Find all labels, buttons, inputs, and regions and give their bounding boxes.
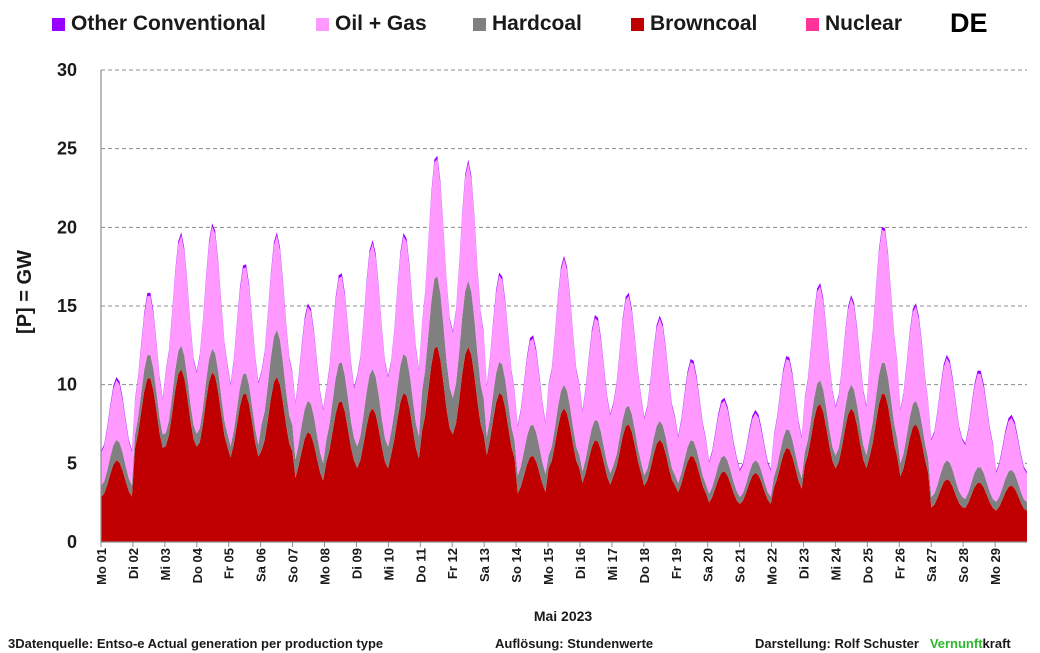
- x-tick-label: Mo 29: [988, 548, 1003, 585]
- x-tick-label: Mi 10: [381, 548, 396, 581]
- legend-label: Browncoal: [650, 12, 758, 35]
- y-tick-label: 20: [57, 217, 77, 237]
- y-tick-label: 5: [67, 453, 77, 473]
- legend-swatch-other-conventional: [52, 17, 65, 31]
- x-tick-label: Mi 24: [828, 547, 843, 580]
- x-tick-label: Mo 08: [318, 548, 333, 585]
- x-tick-label: Mo 22: [765, 548, 780, 585]
- legend-nuclear: Nuclear: [806, 12, 902, 36]
- legend-label: Nuclear: [825, 12, 903, 35]
- x-tick-label: Sa 13: [477, 548, 492, 582]
- author-note: Darstellung: Rolf Schuster Vernunftkraft: [755, 636, 1011, 651]
- x-tick-label: Do 25: [860, 548, 875, 583]
- x-tick-label: So 07: [286, 548, 301, 583]
- legend-swatch-oil-gas: [316, 17, 329, 31]
- x-tick-label: Di 02: [126, 548, 141, 579]
- y-tick-label: 0: [67, 532, 77, 552]
- x-tick-label: Fr 26: [892, 548, 907, 579]
- x-tick-label: Fr 12: [445, 548, 460, 579]
- legend-browncoal: Browncoal: [631, 12, 757, 36]
- y-tick-label: 30: [57, 60, 77, 80]
- x-tick-label: Do 11: [413, 548, 428, 583]
- x-tick-label: So 14: [509, 547, 524, 582]
- legend: Other Conventional Oil + Gas Hardcoal Br…: [0, 10, 1040, 42]
- x-tick-label: So 21: [733, 548, 748, 583]
- country-code: DE: [950, 8, 988, 38]
- y-tick-label: 25: [57, 139, 77, 159]
- x-tick-label: Fr 05: [222, 548, 237, 579]
- x-tick-label: Mo 15: [541, 548, 556, 585]
- area-browncoal: [101, 346, 1027, 542]
- x-tick-label: Di 23: [797, 548, 812, 579]
- area-hardcoal: [101, 276, 1027, 511]
- legend-label: Other Conventional: [71, 12, 266, 35]
- x-tick-label: So 28: [956, 548, 971, 583]
- x-tick-label: Fr 19: [669, 548, 684, 579]
- x-tick-label: Di 16: [573, 548, 588, 579]
- legend-swatch-nuclear: [806, 17, 819, 31]
- legend-other-conventional: Other Conventional: [52, 12, 266, 36]
- legend-label: Hardcoal: [492, 12, 582, 35]
- y-tick-label: 10: [57, 375, 77, 395]
- brand-part-b: kraft: [982, 636, 1011, 651]
- x-tick-label: Do 18: [637, 548, 652, 583]
- x-tick-label: Do 04: [190, 547, 205, 583]
- resolution-note: Auflösung: Stundenwerte: [495, 636, 654, 651]
- x-tick-label: Sa 06: [254, 548, 269, 582]
- axes: 0 5 10 15 20 25 30 Mo 01 Di 02 Mi 03 Do 04 Fr 05 Sa …: [57, 60, 1027, 585]
- x-tick-label: Mo 01: [94, 548, 109, 585]
- x-tick-label: Mi 17: [605, 548, 620, 581]
- x-tick-label: Sa 20: [701, 548, 716, 582]
- legend-swatch-browncoal: [631, 17, 644, 31]
- author-text: Darstellung: Rolf Schuster: [755, 636, 919, 651]
- source-note: 3Datenquelle: Entso-e Actual generation …: [8, 636, 384, 651]
- area-oil-gas: [101, 158, 1027, 503]
- legend-label: Oil + Gas: [335, 12, 427, 35]
- y-tick-label: 15: [57, 296, 77, 316]
- x-tick-label: Sa 27: [924, 548, 939, 582]
- legend-swatch-hardcoal: [473, 17, 486, 31]
- legend-hardcoal: Hardcoal: [473, 12, 582, 36]
- y-axis-label: [P] = GW: [14, 250, 36, 334]
- x-tick-label: Mi 03: [158, 548, 173, 581]
- x-tick-label: Di 09: [349, 548, 364, 579]
- stacked-areas: [101, 155, 1027, 542]
- x-axis-label: Mai 2023: [534, 608, 593, 624]
- legend-oil-gas: Oil + Gas: [316, 12, 427, 36]
- brand-part-a: Vernunft: [929, 636, 983, 651]
